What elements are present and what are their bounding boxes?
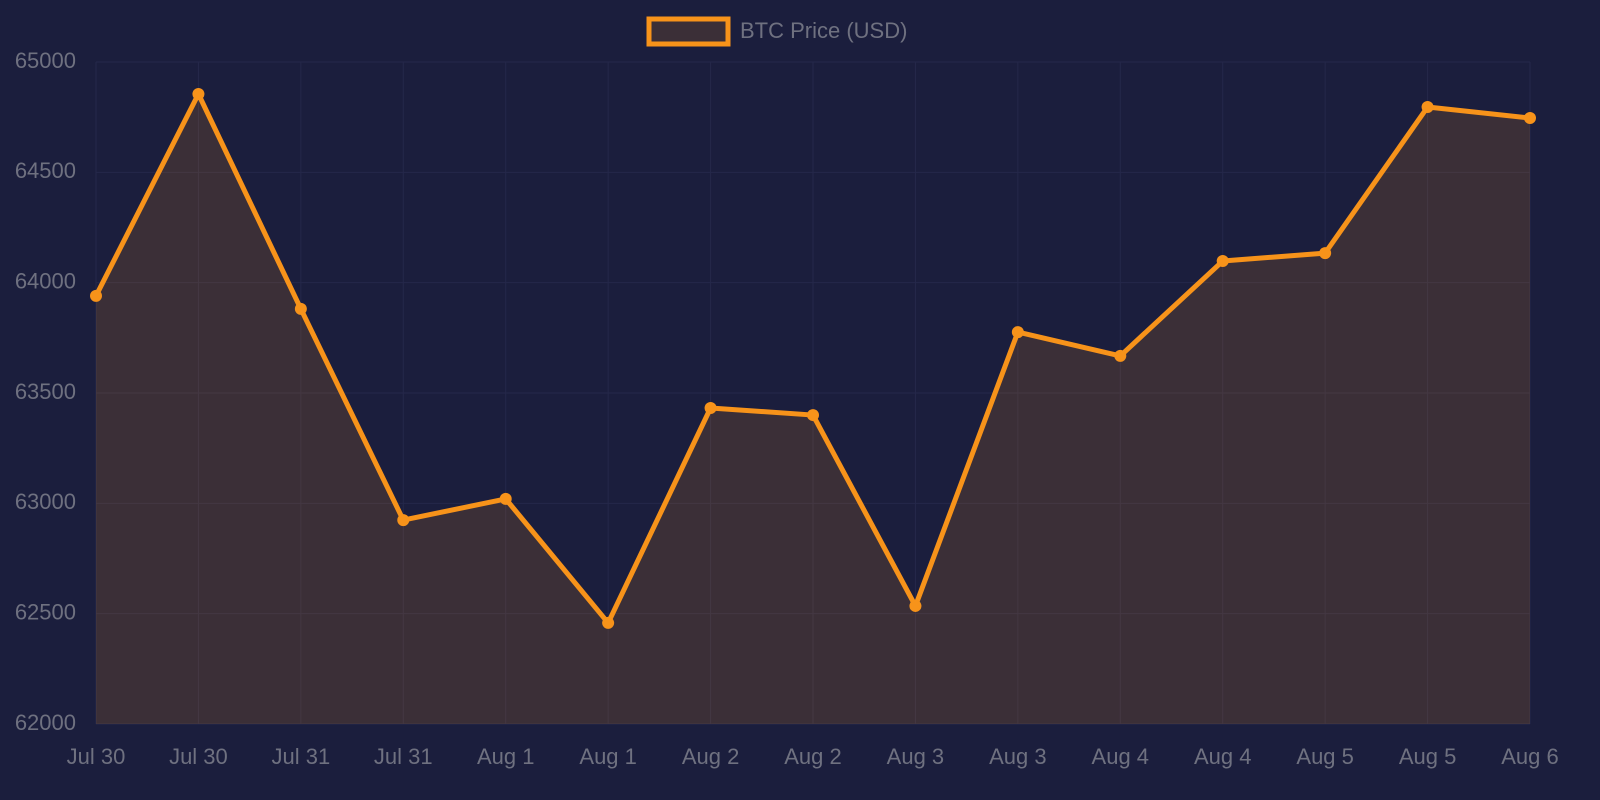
point bbox=[704, 402, 717, 415]
point bbox=[909, 599, 922, 612]
y-tick-label: 63000 bbox=[15, 489, 76, 514]
x-tick-label: Jul 30 bbox=[67, 744, 126, 769]
x-tick-label: Jul 31 bbox=[271, 744, 330, 769]
point bbox=[1114, 349, 1127, 362]
point bbox=[1524, 112, 1536, 125]
x-tick-label: Aug 1 bbox=[477, 744, 535, 769]
point bbox=[1216, 255, 1229, 268]
y-tick-label: 63500 bbox=[15, 379, 76, 404]
y-tick-label: 65000 bbox=[15, 48, 76, 73]
point bbox=[397, 514, 410, 527]
point bbox=[1421, 101, 1434, 114]
point bbox=[602, 616, 615, 629]
point bbox=[807, 409, 819, 422]
point bbox=[192, 87, 205, 100]
x-tick-label: Aug 3 bbox=[989, 744, 1047, 769]
y-tick-label: 64000 bbox=[15, 268, 76, 293]
x-tick-label: Aug 1 bbox=[579, 744, 637, 769]
point bbox=[90, 289, 102, 302]
point bbox=[294, 302, 307, 315]
x-tick-label: Jul 31 bbox=[374, 744, 433, 769]
point bbox=[1011, 326, 1024, 339]
y-tick-label: 62500 bbox=[15, 599, 76, 624]
point bbox=[499, 492, 512, 505]
x-tick-label: Aug 5 bbox=[1296, 744, 1354, 769]
x-tick-label: Aug 3 bbox=[887, 744, 945, 769]
x-tick-label: Aug 2 bbox=[784, 744, 842, 769]
legend-label: BTC Price (USD) bbox=[740, 18, 907, 43]
x-tick-label: Aug 6 bbox=[1501, 744, 1559, 769]
point bbox=[1319, 247, 1332, 260]
legend-swatch bbox=[646, 16, 731, 47]
x-tick-label: Aug 4 bbox=[1092, 744, 1150, 769]
x-tick-label: Aug 2 bbox=[682, 744, 740, 769]
x-tick-label: Aug 4 bbox=[1194, 744, 1252, 769]
area bbox=[96, 93, 1530, 725]
y-tick-label: 62000 bbox=[15, 710, 76, 735]
y-tick-label: 64500 bbox=[15, 158, 76, 183]
x-tick-label: Jul 30 bbox=[169, 744, 228, 769]
x-tick-label: Aug 5 bbox=[1399, 744, 1457, 769]
